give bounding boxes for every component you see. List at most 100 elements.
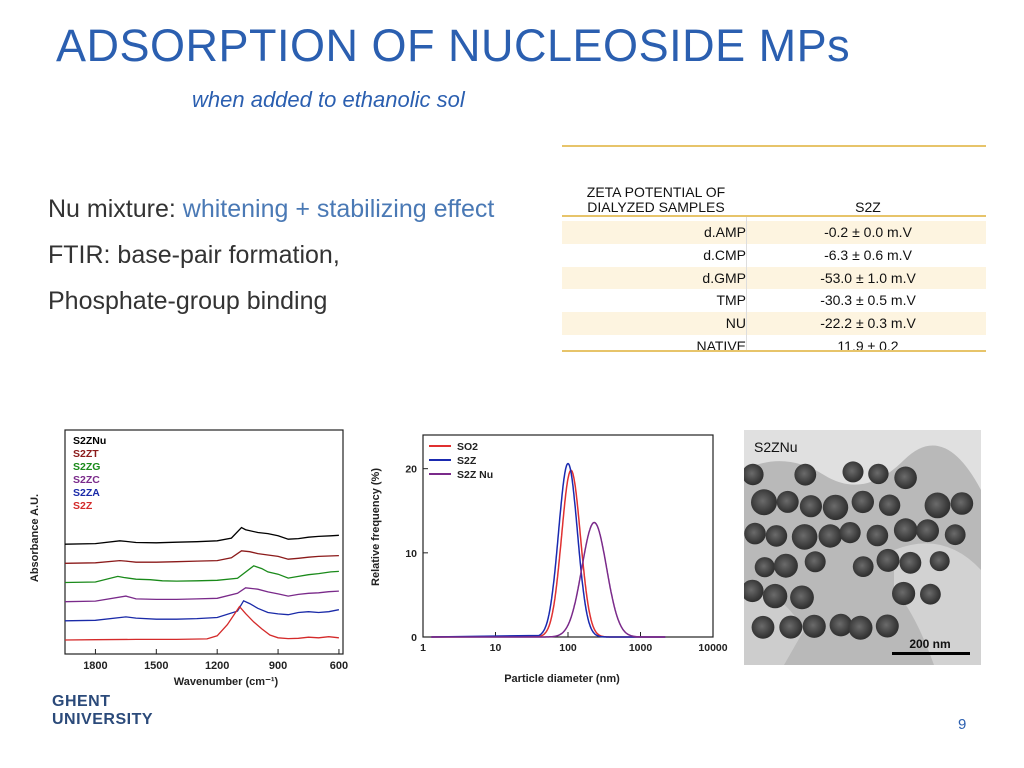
tem-particle [754, 557, 775, 578]
ftir-series-s2znu [64, 526, 339, 545]
tem-particle [791, 524, 818, 550]
table-header-rule [562, 215, 986, 217]
table-row: NU -22.2 ± 0.3 m.V [562, 312, 986, 335]
dls-x-tick-label: 10000 [698, 642, 727, 654]
ftir-x-tick-label: 1800 [83, 660, 107, 672]
ftir-x-tick-label: 1200 [205, 660, 229, 672]
ftir-series-s2z [64, 605, 339, 641]
table-bottom-rule [562, 350, 986, 352]
tem-particle [878, 494, 901, 516]
tem-particle [839, 522, 861, 544]
slide-title: ADSORPTION OF NUCLEOSIDE MPs [56, 20, 851, 71]
dls-y-tick-label: 20 [405, 464, 417, 476]
tem-image-graphic: S2ZNu 200 nm [744, 430, 981, 665]
ftir-series-s2zt [64, 550, 339, 564]
tem-particle [776, 490, 799, 513]
row-value: -0.2 ± 0.0 m.V [750, 221, 986, 244]
ftir-series-s2za [64, 599, 340, 622]
row-label: NATIVE [696, 337, 746, 354]
ftir-legend-s2zc: S2ZC [73, 474, 100, 486]
tem-particle [790, 585, 814, 610]
bullet-phosphate: Phosphate-group binding [48, 287, 328, 315]
table-row: NATIVE 11.9 ± 0.2 [562, 335, 986, 358]
row-label: NU [562, 312, 750, 335]
tem-particle [751, 489, 777, 516]
tem-particle [875, 614, 899, 638]
ftir-legend-s2zt: S2ZT [73, 448, 99, 460]
slide-subtitle: when added to ethanolic sol [192, 87, 465, 112]
dls-x-axis-label: Particle diameter (nm) [504, 673, 620, 685]
tem-particle [893, 518, 918, 542]
row-label: TMP [716, 292, 746, 309]
tem-particle [852, 556, 874, 577]
tem-particle [804, 551, 826, 573]
tem-particle [842, 461, 864, 483]
dls-series-s2z [431, 462, 666, 638]
scale-bar [892, 652, 970, 655]
dls-series-so2 [431, 469, 666, 638]
page-number: 9 [958, 716, 967, 733]
row-label: d.AMP [562, 221, 750, 244]
tem-particle [848, 615, 873, 640]
row-label: d.GMP [562, 266, 750, 290]
tem-particle [744, 579, 764, 603]
tem-particle [829, 613, 853, 637]
ftir-legend-s2z: S2Z [73, 500, 93, 512]
table-row: d.AMP -0.2 ± 0.0 m.V [562, 221, 986, 244]
tem-particle [818, 524, 842, 548]
ghent-university-logo: GHENT UNIVERSITY [52, 693, 153, 729]
tem-particle [744, 522, 766, 545]
tem-particle [950, 492, 974, 515]
tem-particle [924, 492, 951, 519]
row-value: -30.3 ± 0.5 m.V [820, 292, 916, 309]
dls-chart: 1 10 100 1000 10000 0 10 20 SO2 S2Z S2Z Nu Particl… [370, 434, 728, 685]
tem-particle [894, 466, 917, 490]
row-value: -53.0 ± 1.0 m.V [750, 266, 986, 290]
tem-particle [773, 553, 798, 578]
tem-particle [802, 614, 826, 638]
table-row: TMP -30.3 ± 0.5 m.V [562, 289, 986, 312]
scale-bar-label: 200 nm [909, 637, 950, 651]
bullet-ftir: FTIR: base-pair formation, [48, 241, 340, 269]
dls-legend-s2z: S2Z [457, 455, 477, 467]
tem-particle [929, 551, 950, 572]
dls-y-tick-label: 10 [405, 548, 417, 560]
ftir-x-axis-label: Wavenumber (cm⁻¹) [174, 676, 279, 688]
tem-particle [765, 525, 788, 547]
table-column-divider [746, 217, 747, 350]
bullet-nu-mixture: Nu mixture: whitening + stabilizing effe… [48, 195, 494, 224]
dls-x-tick-label: 10 [490, 642, 502, 654]
table-header-col2: S2Z [855, 199, 881, 215]
row-value: 11.9 ± 0.2 [837, 337, 899, 354]
tem-particle [899, 551, 922, 574]
table-row: d.GMP -53.0 ± 1.0 m.V [562, 266, 986, 290]
ftir-chart: 1800 1500 1200 900 600 S2ZNuS2ZTS2ZGS2ZCS2ZAS… [29, 429, 348, 688]
tem-micrograph: S2ZNu 200 nm [744, 430, 981, 665]
ftir-legend-s2za: S2ZA [73, 487, 100, 499]
tem-particle [920, 583, 941, 605]
table-header-row: ZETA POTENTIAL OF DIALYZED SAMPLES S2Z [562, 147, 986, 221]
table-header-col1: ZETA POTENTIAL OF DIALYZED SAMPLES [586, 184, 726, 215]
ftir-series-s2zc [64, 587, 339, 603]
tem-particle [866, 524, 889, 547]
tem-particle [744, 463, 764, 486]
ftir-legend-s2znu: S2ZNu [73, 435, 106, 447]
ftir-plot-frame [64, 429, 344, 655]
dls-y-tick-label: 0 [411, 632, 417, 644]
row-value: -6.3 ± 0.6 m.V [824, 246, 912, 263]
tem-particle [779, 615, 803, 639]
table-top-rule [562, 145, 986, 147]
table-row: d.CMP -6.3 ± 0.6 m.V [562, 244, 986, 267]
row-label: d.CMP [703, 246, 746, 263]
dls-x-tick-label: 100 [559, 642, 577, 654]
bullet-prefix: Nu mixture: [48, 195, 183, 223]
tem-label: S2ZNu [754, 439, 798, 455]
tem-particle [794, 463, 817, 486]
tem-particle [762, 583, 788, 609]
dls-y-axis-label: Relative frequency (%) [370, 468, 382, 586]
bullet-highlight: whitening + stabilizing effect [182, 195, 495, 223]
ftir-series-s2zg [64, 565, 339, 584]
ftir-x-tick-label: 900 [269, 660, 287, 672]
dls-x-tick-label: 1000 [629, 642, 653, 654]
tem-particle [944, 524, 966, 546]
